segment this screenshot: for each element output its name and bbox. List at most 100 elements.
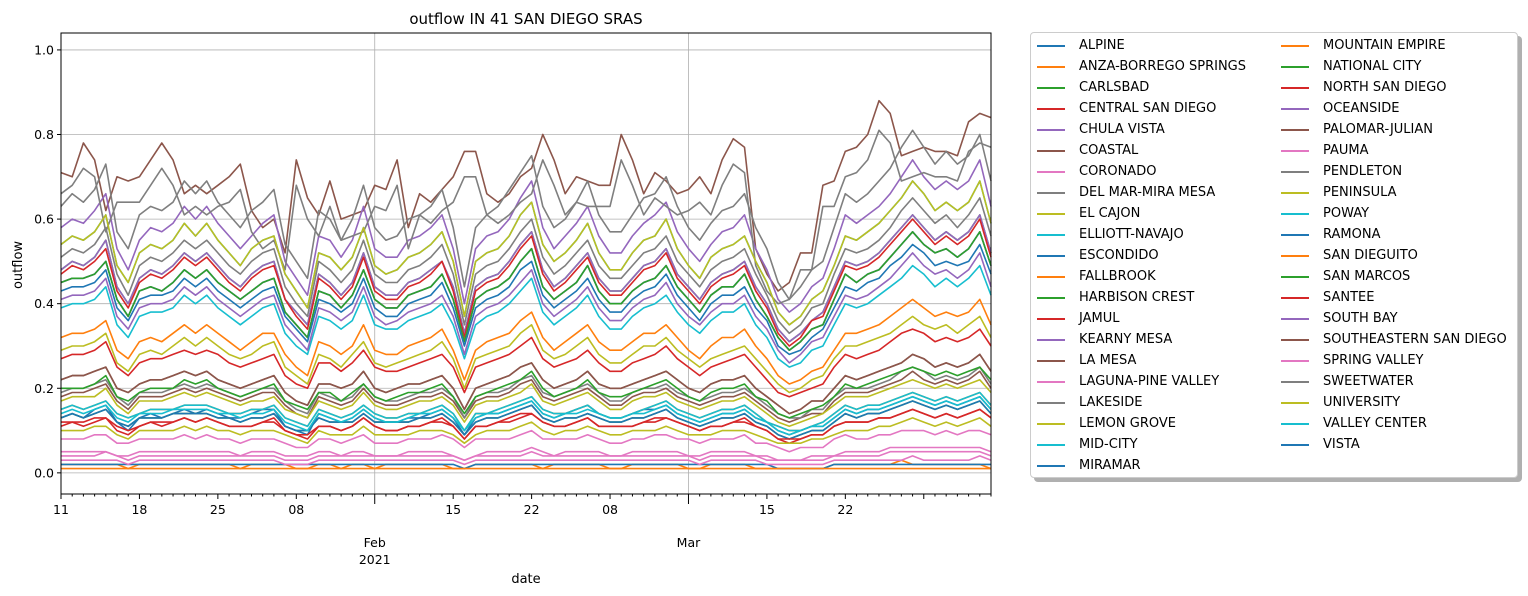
legend-entry: PALOMAR-JULIAN — [1281, 119, 1433, 140]
legend-swatch — [1281, 296, 1309, 299]
axis-ticks: 0.0 0.2 0.4 0.6 0.8 1.0 11 18 25 08 15 22 08 15 22 Feb 2… — [34, 42, 992, 567]
legend-entry: NORTH SAN DIEGO — [1281, 77, 1447, 98]
legend-label: SOUTHEASTERN SAN DIEGO — [1323, 332, 1507, 347]
legend-label: KEARNY MESA — [1079, 332, 1173, 347]
series-line — [60, 408, 992, 445]
legend-entry: LA MESA — [1037, 350, 1136, 371]
legend-label: ANZA-BORREGO SPRINGS — [1079, 59, 1247, 74]
series-lines — [60, 99, 992, 470]
legend-entry: NATIONAL CITY — [1281, 56, 1421, 77]
legend-entry: CORONADO — [1037, 161, 1156, 182]
plot-frame — [60, 32, 992, 495]
series-line — [60, 264, 992, 368]
legend-label: CHULA VISTA — [1079, 122, 1165, 137]
legend-entry: RAMONA — [1281, 224, 1380, 245]
legend-swatch — [1037, 233, 1065, 236]
legend-label: OCEANSIDE — [1323, 101, 1400, 116]
legend-label: SWEETWATER — [1323, 374, 1414, 389]
legend-label: UNIVERSITY — [1323, 395, 1401, 410]
x-tick-label: 18 — [131, 502, 147, 517]
x-tick-label: 08 — [602, 502, 618, 517]
series-line — [61, 429, 992, 453]
legend-swatch — [1281, 401, 1309, 404]
legend-swatch — [1037, 65, 1065, 68]
legend-entry: SANTEE — [1281, 287, 1374, 308]
x-tick-label-month: Mar — [677, 535, 701, 550]
legend-entry: LAGUNA-PINE VALLEY — [1037, 371, 1219, 392]
legend-swatch — [1037, 338, 1065, 341]
legend-entry: UNIVERSITY — [1281, 392, 1400, 413]
legend-swatch — [1281, 212, 1309, 215]
legend-swatch — [1037, 422, 1065, 425]
legend-swatch — [1281, 443, 1309, 446]
legend-entry: LAKESIDE — [1037, 392, 1142, 413]
legend-label: MID-CITY — [1079, 437, 1138, 452]
legend-swatch — [1037, 443, 1065, 446]
legend-label: LA MESA — [1079, 353, 1137, 368]
legend: ALPINE ANZA-BORREGO SPRINGS CARLSBAD CENTRA… — [1030, 32, 1518, 478]
legend-swatch — [1037, 149, 1065, 152]
series-line — [60, 328, 992, 398]
legend-swatch — [1281, 44, 1309, 47]
legend-entry: SOUTHEASTERN SAN DIEGO — [1281, 329, 1507, 350]
series-line — [61, 450, 992, 462]
legend-label: SOUTH BAY — [1323, 311, 1398, 326]
y-tick-label: 0.0 — [34, 465, 54, 480]
legend-label: COASTAL — [1079, 143, 1139, 158]
legend-swatch — [1281, 422, 1309, 425]
legend-entry: SPRING VALLEY — [1281, 350, 1423, 371]
legend-label: LEMON GROVE — [1079, 416, 1176, 431]
legend-entry: OCEANSIDE — [1281, 98, 1399, 119]
legend-swatch — [1281, 233, 1309, 236]
legend-label: SAN DIEGUITO — [1323, 248, 1418, 263]
legend-swatch — [1281, 65, 1309, 68]
y-tick-label: 0.8 — [34, 127, 54, 142]
legend-label: CENTRAL SAN DIEGO — [1079, 101, 1217, 116]
series-line — [60, 391, 992, 432]
legend-swatch — [1281, 254, 1309, 257]
series-line — [60, 395, 992, 436]
legend-swatch — [1037, 317, 1065, 320]
y-tick-label: 0.6 — [34, 212, 54, 227]
legend-swatch — [1037, 128, 1065, 131]
legend-swatch — [1037, 107, 1065, 110]
legend-entry: PAUMA — [1281, 140, 1369, 161]
series-line — [60, 370, 992, 423]
x-tick-label: 11 — [53, 502, 69, 517]
legend-label: PENDLETON — [1323, 164, 1403, 179]
legend-swatch — [1037, 191, 1065, 194]
series-line — [60, 315, 992, 394]
series-line — [60, 218, 992, 347]
series-line — [60, 214, 992, 343]
legend-entry: SAN MARCOS — [1281, 266, 1410, 287]
series-line — [60, 231, 992, 352]
series-line — [60, 197, 992, 335]
legend-label: NORTH SAN DIEGO — [1323, 80, 1447, 95]
legend-label: PALOMAR-JULIAN — [1323, 122, 1433, 137]
legend-entry: CARLSBAD — [1037, 77, 1149, 98]
legend-swatch — [1037, 359, 1065, 362]
legend-swatch — [1281, 149, 1309, 152]
legend-entry: MID-CITY — [1037, 434, 1138, 455]
legend-swatch — [1037, 380, 1065, 383]
series-line — [61, 463, 991, 470]
legend-label: PAUMA — [1323, 143, 1369, 158]
legend-swatch — [1037, 254, 1065, 257]
legend-entry: VALLEY CENTER — [1281, 413, 1427, 434]
legend-label: ESCONDIDO — [1079, 248, 1159, 263]
series-line — [60, 353, 992, 415]
legend-label: HARBISON CREST — [1079, 290, 1195, 305]
legend-swatch — [1281, 380, 1309, 383]
legend-label: JAMUL — [1079, 311, 1120, 326]
legend-entry: ALPINE — [1037, 35, 1125, 56]
legend-swatch — [1281, 275, 1309, 278]
legend-entry: MIRAMAR — [1037, 455, 1141, 476]
legend-label: LAGUNA-PINE VALLEY — [1079, 374, 1220, 389]
series-line — [60, 129, 992, 305]
y-tick-label: 0.2 — [34, 381, 54, 396]
legend-entry: CENTRAL SAN DIEGO — [1037, 98, 1216, 119]
legend-entry: ELLIOTT-NAVAJO — [1037, 224, 1184, 245]
series-line — [61, 408, 992, 440]
x-tick-label-month: Feb — [364, 535, 386, 550]
y-axis-label: outflow — [11, 241, 26, 289]
